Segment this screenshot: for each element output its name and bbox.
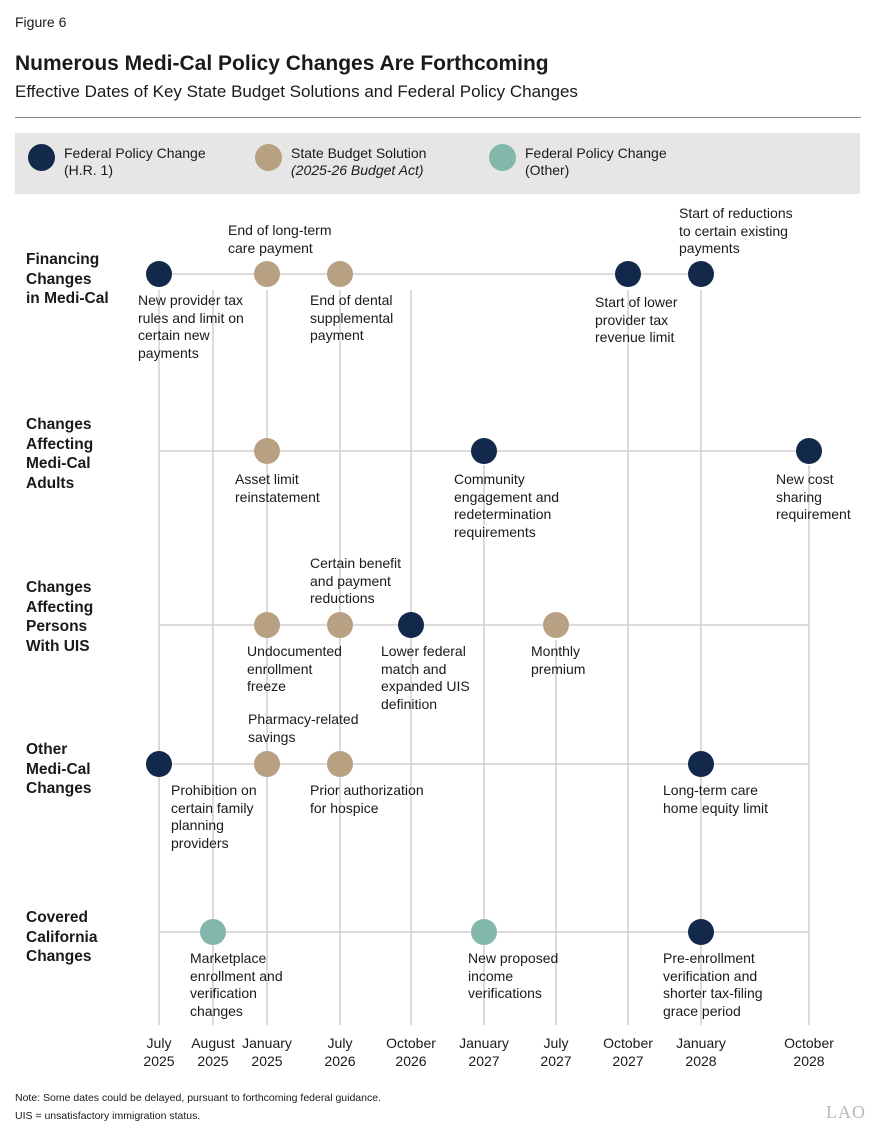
event-dot-state-budget xyxy=(327,751,353,777)
axis-date-label: January 2025 xyxy=(242,1035,292,1069)
legend-dot-federal-other xyxy=(489,144,516,171)
event-dot-federal-hr1 xyxy=(688,751,714,777)
figure-label: Figure 6 xyxy=(15,14,67,30)
axis-date-label: October 2026 xyxy=(386,1035,436,1069)
axis-date-label: July 2026 xyxy=(324,1035,356,1069)
event-label: Community engagement and redetermination re… xyxy=(454,471,560,540)
event-dot-federal-other xyxy=(471,919,497,945)
event-dot-federal-other xyxy=(200,919,226,945)
legend-label: Federal Policy Change xyxy=(525,145,667,161)
row-label: Changes Affecting Persons With UIS xyxy=(26,579,94,655)
event-label: New cost sharing requirement xyxy=(776,471,851,522)
legend-label: State Budget Solution xyxy=(291,145,427,161)
event-dot-federal-hr1 xyxy=(688,919,714,945)
legend-dot-federal-hr1 xyxy=(28,144,55,171)
event-dot-federal-hr1 xyxy=(398,612,424,638)
footnote-uis: UIS = unsatisfactory immigration status. xyxy=(15,1110,201,1122)
axis-date-label: October 2027 xyxy=(603,1035,653,1069)
axis-date-label: July 2025 xyxy=(143,1035,175,1069)
event-dot-state-budget xyxy=(254,261,280,287)
event-label: Pharmacy-related savings xyxy=(248,711,359,745)
event-label: Marketplace enrollment and verification cha… xyxy=(190,950,283,1019)
event-label: Start of lower provider tax revenue limit xyxy=(595,294,678,345)
footnote: Note: Some dates could be delayed, pursu… xyxy=(15,1092,381,1104)
row-label: Changes Affecting Medi-Cal Adults xyxy=(26,416,94,492)
event-label: End of dental supplemental payment xyxy=(310,292,394,343)
event-label: Long-term care home equity limit xyxy=(663,782,769,816)
title-divider xyxy=(15,117,861,118)
page-title: Numerous Medi-Cal Policy Changes Are For… xyxy=(15,52,549,75)
event-label: Asset limit reinstatement xyxy=(235,471,320,505)
event-dot-federal-hr1 xyxy=(615,261,641,287)
event-dot-state-budget xyxy=(254,612,280,638)
event-dot-federal-hr1 xyxy=(146,261,172,287)
event-label: Prior authorization for hospice xyxy=(310,782,424,816)
event-label: Pre-enrollment verification and shorter ta… xyxy=(663,950,763,1019)
axis-date-label: January 2027 xyxy=(459,1035,509,1069)
page-subtitle: Effective Dates of Key State Budget Solu… xyxy=(15,82,578,101)
lao-logo: LAO xyxy=(826,1102,866,1122)
event-dot-federal-hr1 xyxy=(796,438,822,464)
event-label: Certain benefit and payment reductions xyxy=(310,555,402,606)
event-dot-state-budget xyxy=(543,612,569,638)
event-label: Start of reductions to certain existing pa… xyxy=(679,205,793,256)
event-dot-state-budget xyxy=(327,261,353,287)
row-label: Financing Changes in Medi-Cal xyxy=(26,251,109,307)
event-dot-state-budget xyxy=(327,612,353,638)
axis-date-label: July 2027 xyxy=(540,1035,572,1069)
event-label: New proposed income verifications xyxy=(468,950,559,1001)
legend: Federal Policy Change (H.R. 1) State Bud… xyxy=(15,133,860,194)
event-dot-federal-hr1 xyxy=(146,751,172,777)
row-label: Other Medi-Cal Changes xyxy=(26,741,92,797)
axis-date-label: January 2028 xyxy=(676,1035,726,1069)
event-label: Prohibition on certain family planning prov… xyxy=(171,782,257,851)
legend-sublabel: (Other) xyxy=(525,162,570,178)
event-dot-federal-hr1 xyxy=(688,261,714,287)
event-label: Lower federal match and expanded UIS defini… xyxy=(381,643,470,712)
axis-date-label: August 2025 xyxy=(191,1035,235,1069)
event-label: New provider tax rules and limit on certai… xyxy=(138,292,244,361)
event-dot-state-budget xyxy=(254,438,280,464)
row-label: Covered California Changes xyxy=(26,909,98,965)
legend-sublabel: (2025-26 Budget Act) xyxy=(291,162,424,178)
event-dot-federal-hr1 xyxy=(471,438,497,464)
legend-label: Federal Policy Change xyxy=(64,145,206,161)
legend-sublabel: (H.R. 1) xyxy=(64,162,113,178)
event-label: Monthly premium xyxy=(531,643,586,677)
event-label: Undocumented enrollment freeze xyxy=(247,643,342,694)
axis-date-label: October 2028 xyxy=(784,1035,834,1069)
event-label: End of long-term care payment xyxy=(228,222,332,256)
legend-dot-state-budget xyxy=(255,144,282,171)
event-dot-state-budget xyxy=(254,751,280,777)
